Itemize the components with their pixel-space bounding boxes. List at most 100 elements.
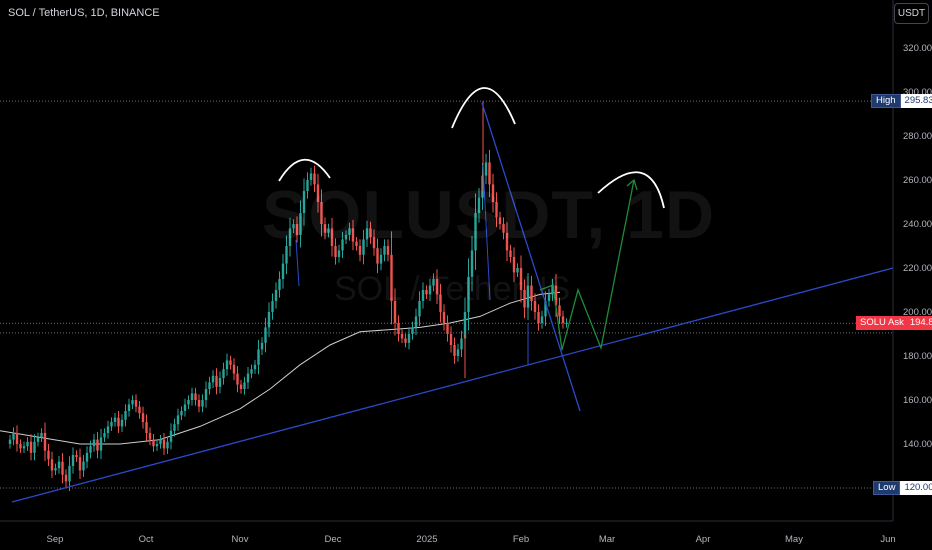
low-marker-label: Low	[873, 481, 901, 495]
x-tick-label: Dec	[325, 534, 342, 545]
candle-body	[425, 290, 428, 295]
candle-body	[8, 439, 12, 444]
candle-body	[530, 285, 533, 301]
candle-body	[264, 327, 267, 343]
candle-body	[26, 441, 29, 447]
candle-body	[166, 441, 169, 449]
candle-body	[253, 364, 257, 370]
candle-body	[439, 294, 442, 312]
candle-body	[428, 285, 432, 295]
candle-body	[236, 373, 239, 385]
candle-body	[19, 444, 22, 449]
candle-body	[442, 312, 446, 323]
candle-body	[89, 446, 92, 453]
y-tick-label: 300.00	[903, 87, 932, 98]
candle-body	[533, 301, 537, 312]
candle-body	[40, 433, 43, 438]
candle-body	[474, 213, 477, 251]
candle-body	[365, 228, 369, 240]
candle-body	[463, 312, 467, 339]
candle-body	[554, 285, 558, 306]
candle-body	[372, 237, 376, 249]
candle-body	[82, 461, 85, 471]
candle-body	[194, 393, 197, 400]
x-tick-label: Apr	[696, 534, 711, 545]
candle-body	[159, 439, 162, 444]
candle-body	[369, 228, 372, 238]
candle-body	[565, 323, 568, 324]
candle-body	[99, 437, 103, 451]
candle-body	[54, 468, 57, 471]
candle-body	[43, 433, 47, 451]
left-shoulder-arc	[278, 158, 331, 182]
candle-body	[467, 276, 470, 312]
candle-body	[355, 241, 358, 246]
candle-body	[509, 250, 512, 257]
x-tick-label: May	[785, 534, 803, 545]
y-tick-label: 320.00	[903, 43, 932, 54]
x-tick-label: 2025	[416, 534, 437, 545]
candle-body	[183, 404, 187, 411]
candle-body	[197, 400, 201, 407]
candle-body	[561, 316, 565, 323]
right-shoulder-arc	[597, 171, 665, 209]
candle-body	[173, 424, 176, 431]
candle-body	[33, 441, 36, 453]
candle-body	[155, 444, 159, 447]
candle-body	[61, 461, 64, 475]
y-tick-label: 200.00	[903, 307, 932, 318]
candle-body	[306, 180, 309, 191]
candle-body	[239, 384, 243, 389]
candle-body	[47, 450, 50, 460]
candle-body	[418, 301, 421, 317]
candle-body	[148, 433, 152, 440]
currency-selector[interactable]: USDT	[894, 3, 929, 24]
candle-body	[477, 197, 481, 213]
candle-body	[540, 316, 544, 323]
candle-body	[505, 232, 509, 251]
candle-body	[278, 279, 281, 290]
wick-highlight-line	[482, 164, 491, 301]
candle-body	[131, 400, 134, 405]
candle-body	[327, 228, 330, 233]
candle-body	[376, 248, 379, 264]
candle-body	[124, 411, 127, 420]
symbol-watermark: SOLUSDT, 1D	[262, 177, 716, 253]
candle-body	[299, 213, 302, 235]
candle-body	[141, 413, 145, 422]
candle-body	[432, 279, 435, 286]
candle-body	[435, 279, 439, 295]
candle-body	[267, 312, 271, 328]
candle-body	[57, 461, 61, 469]
candle-body	[103, 433, 106, 438]
candle-body	[176, 415, 180, 425]
candle-body	[302, 191, 306, 213]
candle-body	[106, 426, 110, 433]
candle-body	[449, 334, 453, 345]
candle-body	[544, 301, 547, 317]
candle-body	[218, 378, 222, 387]
candle-body	[232, 364, 236, 374]
candle-body	[285, 246, 288, 264]
candle-body	[292, 224, 295, 229]
candle-body	[516, 268, 519, 273]
candle-body	[71, 455, 75, 466]
candle-body	[215, 375, 218, 387]
candle-body	[460, 338, 463, 350]
candle-body	[208, 382, 211, 389]
candle-body	[15, 433, 19, 444]
candle-body	[250, 369, 253, 374]
candle-body	[257, 349, 260, 365]
x-tick-label: Mar	[599, 534, 615, 545]
high-marker: High 295.83	[871, 94, 932, 108]
candle-body	[12, 433, 15, 440]
x-tick-label: Jun	[880, 534, 895, 545]
y-tick-label: 160.00	[903, 395, 932, 406]
candle-body	[558, 305, 561, 317]
candle-body	[211, 375, 215, 383]
low-marker: Low 120.00	[873, 481, 932, 495]
ask-marker-value: 194.88	[907, 316, 932, 330]
candle-body	[411, 327, 414, 334]
